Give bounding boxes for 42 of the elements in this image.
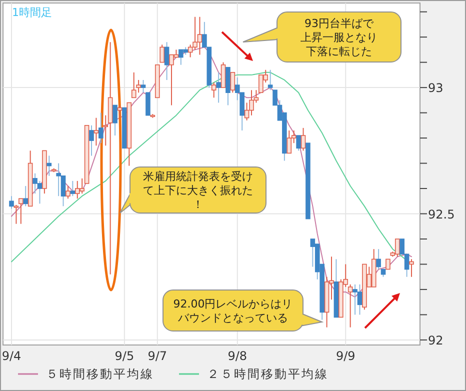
candlestick bbox=[348, 284, 353, 328]
x-tick-label: 9/7 bbox=[148, 349, 168, 363]
y-tick-label: 92 bbox=[428, 333, 444, 348]
annotation: 92.00円レベルからはリバウンドとなっている bbox=[173, 298, 293, 324]
candlestick bbox=[409, 258, 414, 278]
x-tick-label: 9/8 bbox=[228, 349, 248, 363]
x-tick-label: 9/4 bbox=[2, 349, 22, 363]
candlestick bbox=[94, 117, 99, 146]
candlestick bbox=[220, 62, 226, 88]
candlestick bbox=[286, 130, 292, 154]
x-tick-label: 9/9 bbox=[336, 349, 356, 363]
annotation: 1時間足 bbox=[12, 6, 52, 19]
candlestick bbox=[89, 124, 94, 156]
y-tick-label: 92.5 bbox=[428, 207, 455, 222]
annotation: 93円台半ばで上昇一服となり下落に転じた bbox=[300, 17, 378, 58]
candlestick bbox=[296, 135, 301, 152]
candlestick bbox=[211, 82, 216, 98]
x-tick-label: 9/5 bbox=[114, 349, 134, 363]
candlestick bbox=[14, 204, 19, 224]
candlestick bbox=[108, 42, 113, 275]
candlestick bbox=[394, 238, 400, 258]
y-tick-label: 93 bbox=[428, 81, 444, 96]
candlestick bbox=[300, 127, 306, 152]
candlestick bbox=[98, 112, 104, 144]
candlestick bbox=[66, 185, 70, 200]
candlestick bbox=[9, 196, 14, 210]
candlestick bbox=[18, 198, 24, 224]
candlestick bbox=[46, 155, 52, 176]
legend-label: ２５時間移動平均線 bbox=[207, 367, 328, 381]
candlestick bbox=[146, 92, 150, 116]
candlestick bbox=[103, 114, 108, 146]
candlestick bbox=[70, 180, 76, 197]
candlestick bbox=[160, 44, 164, 63]
candlestick bbox=[216, 72, 221, 104]
candlestick bbox=[23, 185, 28, 207]
annotation: 米雇用統計発表を受けて上下に大きく振れた！ bbox=[143, 170, 253, 211]
candlestick bbox=[376, 248, 381, 270]
candlestick bbox=[230, 72, 236, 94]
legend-label: ５時間移動平均線 bbox=[46, 367, 154, 381]
candlestick bbox=[112, 104, 118, 136]
candlestick bbox=[164, 42, 170, 80]
candlestick bbox=[386, 258, 390, 270]
